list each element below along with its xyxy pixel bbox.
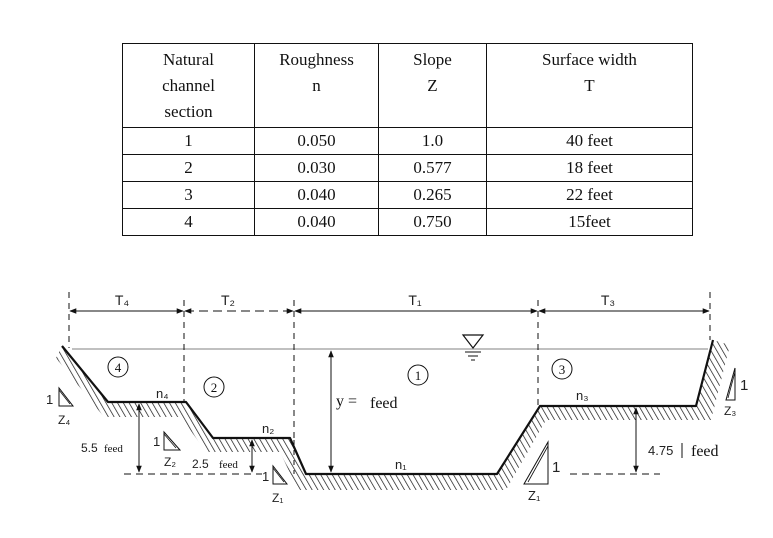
slope-triangle-z4: 1 Z₄ bbox=[46, 386, 75, 427]
section-marker-4: 4 bbox=[107, 356, 129, 378]
section-marker-3: 3 bbox=[551, 358, 573, 380]
slope-label-z1-left: Z₁ bbox=[272, 491, 283, 505]
roughness-label-n1: n₁ bbox=[395, 457, 407, 472]
channel-properties-table: Natural channel section Roughness n Slop… bbox=[122, 43, 693, 236]
slope-label-z1-right: Z₁ bbox=[528, 488, 541, 503]
slope-triangle-z1-left: 1 Z₁ bbox=[262, 464, 289, 505]
slope-label-z4-one: 1 bbox=[46, 392, 53, 407]
width-label-t1: T₁ bbox=[408, 292, 422, 308]
section-number-2: 2 bbox=[211, 380, 218, 395]
section-number-3: 3 bbox=[559, 362, 566, 377]
width-label-t2: T₂ bbox=[221, 292, 235, 308]
roughness-label-n3: n₃ bbox=[576, 388, 589, 403]
table-row: 1 0.050 1.0 40 feet bbox=[122, 127, 693, 155]
cell-section: 3 bbox=[122, 181, 255, 209]
depth-label-2-5-unit: feed bbox=[219, 459, 238, 471]
slope-label-z4: Z₄ bbox=[58, 413, 70, 427]
cell-width: 15feet bbox=[486, 208, 693, 236]
slope-triangle-z2: 1 Z₂ bbox=[153, 430, 182, 469]
depth-label-y-unit: feed bbox=[370, 395, 398, 412]
cell-roughness: 0.030 bbox=[254, 154, 379, 182]
section-number-4: 4 bbox=[115, 360, 122, 375]
water-level-symbol bbox=[461, 334, 485, 361]
header-section: Natural channel section bbox=[122, 43, 255, 128]
cell-roughness: 0.040 bbox=[254, 181, 379, 209]
cell-section: 4 bbox=[122, 208, 255, 236]
table-row: 3 0.040 0.265 22 feet bbox=[122, 181, 693, 209]
depth-label-2-5: 2.5 bbox=[192, 457, 209, 471]
width-label-t4: T₄ bbox=[115, 292, 130, 308]
slope-label-z1-right-one: 1 bbox=[552, 459, 560, 476]
width-extension-lines bbox=[68, 292, 711, 438]
slope-label-z2-one: 1 bbox=[153, 434, 160, 449]
slope-label-z2: Z₂ bbox=[164, 455, 176, 469]
section-marker-2: 2 bbox=[203, 376, 225, 398]
cell-slope: 0.750 bbox=[378, 208, 487, 236]
depth-label-4-75: 4.75 bbox=[648, 443, 673, 458]
table-row: 4 0.040 0.750 15feet bbox=[122, 208, 693, 236]
depth-label-5-5: 5.5 bbox=[81, 441, 98, 455]
cell-width: 22 feet bbox=[486, 181, 693, 209]
channel-bed-line bbox=[61, 339, 715, 476]
depth-label-4-75-unit: feed bbox=[691, 443, 719, 460]
cell-slope: 0.265 bbox=[378, 181, 487, 209]
width-label-t3: T₃ bbox=[601, 292, 615, 308]
roughness-label-n2: n₂ bbox=[262, 421, 274, 436]
ground-hatching bbox=[56, 340, 730, 490]
depth-label-y: y = bbox=[336, 393, 357, 410]
cell-slope: 1.0 bbox=[378, 127, 487, 155]
section-number-1: 1 bbox=[415, 368, 422, 383]
cell-roughness: 0.050 bbox=[254, 127, 379, 155]
slope-label-z3: Z₃ bbox=[724, 404, 736, 418]
section-marker-1: 1 bbox=[407, 364, 429, 386]
slope-label-z1-left-one: 1 bbox=[262, 469, 269, 484]
roughness-label-n4: n₄ bbox=[156, 386, 169, 401]
slope-triangle-z3: 1 Z₃ bbox=[724, 367, 748, 418]
depth-label-5-5-unit: feed bbox=[104, 443, 123, 455]
slope-label-z3-one: 1 bbox=[740, 377, 748, 394]
slope-triangle-z1-right: 1 Z₁ bbox=[523, 440, 560, 503]
